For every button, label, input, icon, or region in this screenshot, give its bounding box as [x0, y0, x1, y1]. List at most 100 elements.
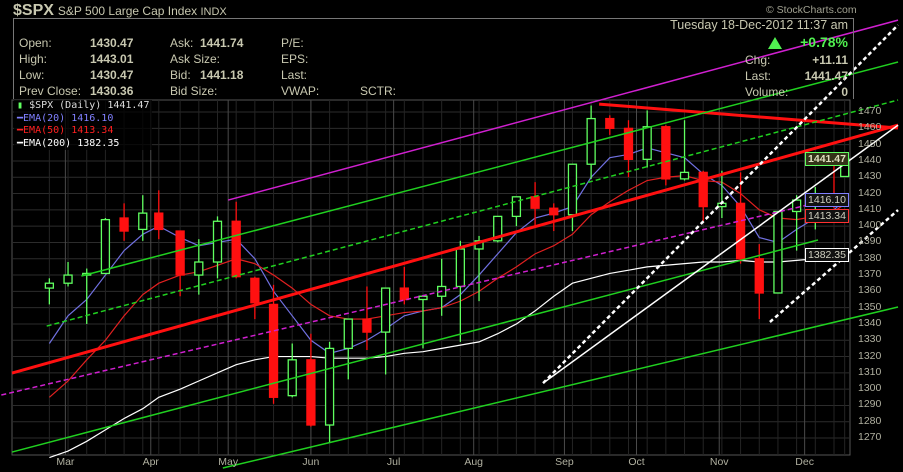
price-tag: 1413.34	[805, 208, 849, 223]
x-tick-label: Mar	[56, 456, 75, 468]
x-tick-label: Nov	[709, 456, 729, 468]
y-tick-label: 1420	[858, 186, 882, 199]
last-label: Last:	[281, 68, 308, 82]
candle-body	[138, 212, 148, 231]
open-label: Open:	[19, 36, 52, 50]
candle-body	[399, 287, 409, 301]
candle-body	[418, 295, 428, 301]
candle-body	[567, 163, 578, 216]
candle-body	[754, 258, 764, 294]
y-tick-label: 1440	[858, 153, 882, 166]
candle-body	[549, 207, 559, 216]
eps-label: EPS:	[281, 52, 309, 66]
prev-close-value: 1430.36	[90, 84, 134, 98]
trendline	[81, 61, 899, 277]
line-swatch-icon: ━	[17, 112, 24, 124]
candle-body	[530, 196, 540, 209]
y-tick-label: 1370	[858, 268, 882, 281]
price-tag: 1382.35	[805, 247, 849, 262]
trendline	[11, 239, 819, 453]
price-tag: 1416.10	[805, 192, 849, 207]
y-tick-label: 1290	[858, 398, 882, 411]
prev-close-label: Prev Close:	[19, 84, 82, 98]
open-value: 1430.47	[90, 36, 134, 50]
y-tick-label: 1400	[858, 219, 882, 232]
trendline	[1, 194, 851, 396]
candle-body	[493, 215, 503, 242]
exchange: INDX	[200, 6, 227, 18]
candle-body	[63, 274, 73, 284]
plot-frame	[11, 99, 851, 456]
y-tick-label: 1340	[858, 316, 882, 329]
low-value: 1430.47	[90, 68, 134, 82]
high-label: High:	[19, 52, 48, 66]
trendline	[222, 306, 899, 469]
x-tick-label: Dec	[795, 456, 814, 468]
candle-body	[343, 318, 353, 350]
y-tick-label: 1460	[858, 121, 882, 134]
candle-body	[623, 127, 634, 160]
ask-size-label: Ask Size:	[170, 52, 221, 66]
y-tick-label: 1380	[858, 251, 882, 264]
candle-body	[324, 347, 335, 426]
x-tick-label: Jun	[302, 456, 320, 468]
candle-body	[511, 196, 522, 218]
x-tick-label: Jul	[386, 456, 401, 468]
chart-title: $SPX S&P 500 Large Cap Index INDX	[13, 2, 227, 20]
y-tick-label: 1430	[858, 170, 882, 183]
volume-label: Volume:	[745, 85, 789, 99]
legend-ema200: ━EMA(200) 1382.35	[17, 137, 120, 149]
candle-body	[735, 202, 746, 260]
symbol: $SPX	[13, 2, 54, 19]
candle-body	[455, 248, 466, 288]
y-tick-label: 1300	[858, 382, 882, 395]
x-tick-label: May	[218, 456, 239, 468]
pe-label: P/E:	[281, 36, 304, 50]
sctr-label: SCTR:	[360, 84, 396, 98]
candle-body	[306, 359, 316, 426]
chg-label: Chg:	[745, 53, 771, 67]
y-tick-label: 1320	[858, 349, 882, 362]
bid-value: 1441.18	[200, 68, 244, 82]
y-tick-label: 1330	[858, 333, 882, 346]
quote-datetime: Tuesday 18-Dec-2012 11:37 am	[670, 18, 848, 32]
trendline	[769, 209, 899, 323]
candle-body	[175, 230, 185, 276]
candle-body	[773, 210, 783, 294]
y-tick-label: 1410	[858, 202, 882, 215]
candle-body	[605, 117, 615, 130]
y-tick-label: 1450	[858, 137, 882, 150]
up-arrow-icon	[768, 37, 782, 49]
line-swatch-icon: ━	[17, 137, 24, 149]
y-tick-label: 1270	[858, 431, 882, 444]
candle-body	[380, 287, 391, 333]
x-tick-label: Oct	[628, 456, 645, 468]
y-tick-label: 1350	[858, 300, 882, 313]
x-tick-label: Aug	[464, 456, 484, 468]
security-name: S&P 500 Large Cap Index	[57, 4, 198, 18]
candle-body	[44, 282, 55, 289]
x-tick-label: Sep	[555, 456, 574, 468]
candle-body	[100, 218, 111, 275]
candle-body	[642, 126, 652, 160]
candle-body	[231, 220, 241, 278]
legend-ema20: ━EMA(20) 1416.10	[17, 112, 114, 124]
last-price-value: 1441.47	[804, 69, 848, 83]
y-tick-label: 1360	[858, 284, 882, 297]
ask-value: 1441.74	[200, 36, 244, 50]
candle-body	[119, 217, 129, 232]
quote-box	[13, 18, 854, 99]
trendline	[542, 124, 899, 384]
trendline	[11, 123, 899, 375]
price-tag: 1441.47	[805, 151, 849, 166]
bid-label: Bid:	[170, 68, 191, 82]
trendline	[542, 24, 899, 384]
percent-change: +0.78%	[800, 34, 848, 50]
trendline	[599, 102, 899, 130]
y-tick-label: 1280	[858, 414, 882, 427]
low-label: Low:	[19, 68, 45, 82]
chart-legend: ▮ $SPX (Daily) 1441.47 ━EMA(20) 1416.10 …	[14, 100, 153, 150]
bid-size-label: Bid Size:	[170, 84, 218, 98]
